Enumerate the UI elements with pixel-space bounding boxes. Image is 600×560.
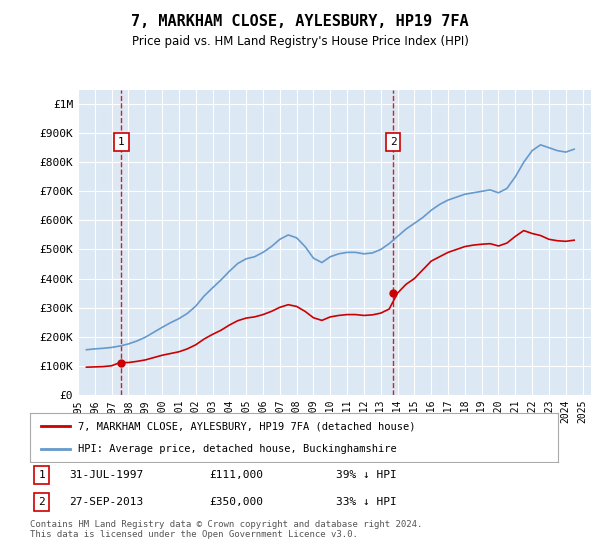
Text: 7, MARKHAM CLOSE, AYLESBURY, HP19 7FA: 7, MARKHAM CLOSE, AYLESBURY, HP19 7FA xyxy=(131,14,469,29)
Text: 7, MARKHAM CLOSE, AYLESBURY, HP19 7FA (detached house): 7, MARKHAM CLOSE, AYLESBURY, HP19 7FA (d… xyxy=(77,421,415,431)
Text: £350,000: £350,000 xyxy=(209,497,263,507)
Text: 27-SEP-2013: 27-SEP-2013 xyxy=(70,497,144,507)
Text: 1: 1 xyxy=(38,470,45,480)
Text: 1: 1 xyxy=(118,137,125,147)
Text: £111,000: £111,000 xyxy=(209,470,263,480)
Text: 33% ↓ HPI: 33% ↓ HPI xyxy=(336,497,397,507)
Text: Contains HM Land Registry data © Crown copyright and database right 2024.
This d: Contains HM Land Registry data © Crown c… xyxy=(30,520,422,539)
Text: 2: 2 xyxy=(38,497,45,507)
Text: 2: 2 xyxy=(390,137,397,147)
Text: HPI: Average price, detached house, Buckinghamshire: HPI: Average price, detached house, Buck… xyxy=(77,444,396,454)
Text: 31-JUL-1997: 31-JUL-1997 xyxy=(70,470,144,480)
Text: Price paid vs. HM Land Registry's House Price Index (HPI): Price paid vs. HM Land Registry's House … xyxy=(131,35,469,48)
Text: 39% ↓ HPI: 39% ↓ HPI xyxy=(336,470,397,480)
